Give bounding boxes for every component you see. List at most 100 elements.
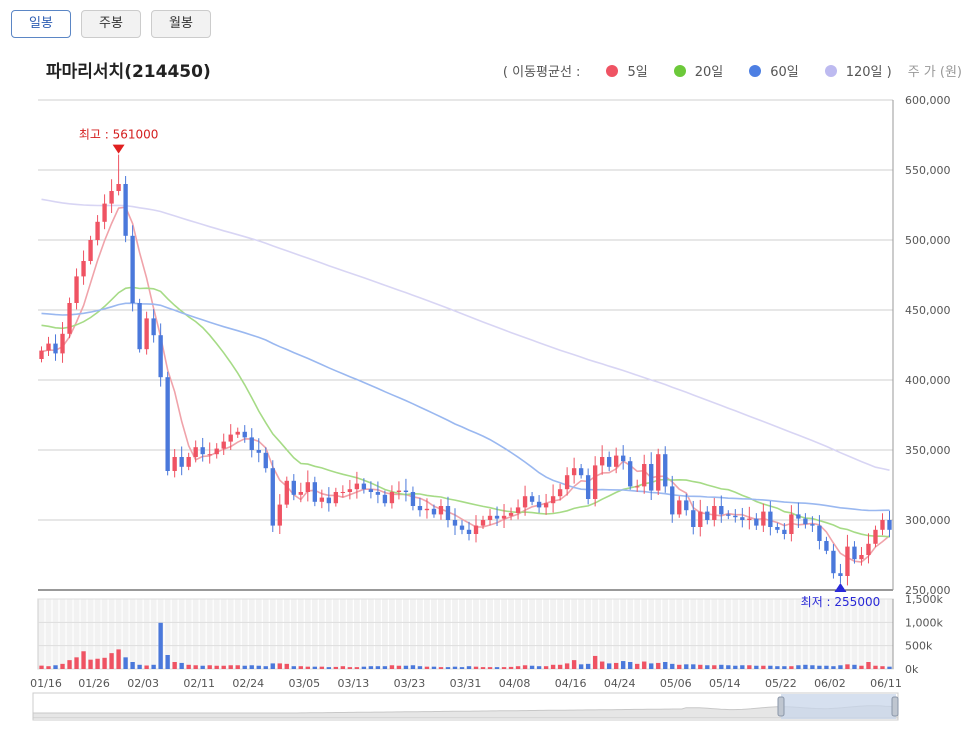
- volume-bar: [109, 653, 114, 669]
- volume-bg-column: [809, 599, 816, 669]
- volume-bg-column: [585, 599, 592, 669]
- volume-bg-column: [276, 599, 283, 669]
- volume-bg-column: [746, 599, 753, 669]
- volume-bar: [747, 665, 752, 669]
- candle-body: [543, 503, 549, 508]
- candle-body: [866, 543, 871, 555]
- volume-bar: [684, 664, 689, 669]
- volume-bar: [270, 663, 275, 669]
- volume-bar: [873, 665, 878, 669]
- legend-item-ma60[interactable]: 60일: [723, 61, 799, 80]
- volume-bar: [887, 666, 892, 669]
- volume-bar: [179, 662, 184, 669]
- ma20-dot: [673, 64, 686, 77]
- legend-label-ma120: 120일 ): [845, 65, 892, 80]
- candle-body: [705, 511, 710, 520]
- volume-bar: [228, 665, 233, 669]
- volume-bg-column: [683, 599, 690, 669]
- volume-bg-column: [38, 599, 45, 669]
- volume-bar: [614, 662, 619, 669]
- x-tick-label: 05/14: [709, 677, 741, 690]
- volume-bar: [852, 664, 857, 669]
- candle-body: [221, 441, 226, 449]
- volume-bar: [789, 666, 794, 669]
- volume-bg-column: [164, 599, 171, 669]
- legend-item-ma20[interactable]: 20일: [648, 61, 723, 80]
- candle-body: [445, 506, 451, 520]
- candle-body: [887, 520, 892, 530]
- x-tick-label: 02/24: [232, 677, 264, 690]
- x-tick-label: 03/05: [288, 677, 320, 690]
- volume-bar: [424, 666, 430, 669]
- volume-bg-column: [662, 599, 669, 669]
- volume-bg-column: [501, 599, 507, 669]
- volume-bg-column: [382, 599, 388, 669]
- volume-bar: [263, 666, 268, 669]
- ma120-dot: [824, 64, 837, 77]
- volume-bg-column: [788, 599, 795, 669]
- candle-body: [340, 492, 346, 493]
- legend-item-ma5[interactable]: 5일: [580, 61, 648, 80]
- volume-bg-column: [108, 599, 115, 669]
- volume-bar: [256, 665, 261, 669]
- volume-bg-column: [704, 599, 711, 669]
- candle-body: [831, 550, 836, 574]
- ma20-line: [41, 286, 890, 538]
- volume-bg-column: [844, 599, 851, 669]
- volume-bar: [621, 661, 626, 669]
- volume-bg-column: [739, 599, 746, 669]
- volume-bg-column: [297, 599, 304, 669]
- candle-body: [642, 464, 647, 487]
- tab-daily[interactable]: 일봉: [11, 10, 71, 38]
- volume-bar: [859, 665, 864, 669]
- candle-body: [46, 343, 51, 351]
- candle-body: [459, 525, 465, 530]
- volume-bg-column: [753, 599, 760, 669]
- volume-bar: [375, 666, 381, 669]
- candle-body: [761, 511, 766, 526]
- candle-body: [663, 454, 668, 487]
- candle-body: [726, 514, 731, 516]
- volume-bg-column: [389, 599, 395, 669]
- range-navigator: [32, 692, 899, 721]
- volume-bg-column: [213, 599, 220, 669]
- volume-bar: [480, 667, 486, 669]
- volume-bar: [754, 665, 759, 669]
- candle-body: [116, 184, 121, 191]
- candle-body: [130, 235, 135, 303]
- candle-body: [768, 511, 773, 527]
- candle-body: [109, 191, 114, 204]
- volume-bar: [550, 664, 556, 669]
- volume-bar: [740, 665, 745, 669]
- candle-body: [88, 240, 93, 261]
- candle-body: [480, 520, 486, 526]
- volume-bg-column: [676, 599, 683, 669]
- candle-body: [39, 350, 44, 359]
- candles: [39, 154, 892, 586]
- candle-body: [137, 303, 142, 350]
- volume-bg-column: [325, 599, 332, 669]
- volume-bg-column: [865, 599, 872, 669]
- volume-bg-column: [353, 599, 360, 669]
- volume-bg-column: [178, 599, 185, 669]
- volume-bg-column: [466, 599, 472, 669]
- volume-bg-column: [872, 599, 879, 669]
- x-tick-label: 04/24: [604, 677, 636, 690]
- candle-body: [305, 482, 310, 492]
- volume-bar: [193, 665, 198, 669]
- tab-monthly[interactable]: 월봉: [151, 10, 211, 38]
- candle-body: [466, 529, 472, 534]
- volume-bar: [165, 655, 170, 669]
- candle-body: [410, 492, 416, 506]
- volume-bg-column: [830, 599, 837, 669]
- candle-body: [333, 492, 339, 504]
- legend-item-ma120[interactable]: 120일 ): [799, 61, 892, 80]
- volume-bar: [382, 666, 388, 669]
- volume-bg-column: [150, 599, 157, 669]
- candle-body: [312, 482, 317, 502]
- volume-bar: [585, 663, 591, 669]
- candle-body: [578, 468, 584, 476]
- tab-weekly[interactable]: 주봉: [81, 10, 141, 38]
- volume-bar: [733, 665, 738, 669]
